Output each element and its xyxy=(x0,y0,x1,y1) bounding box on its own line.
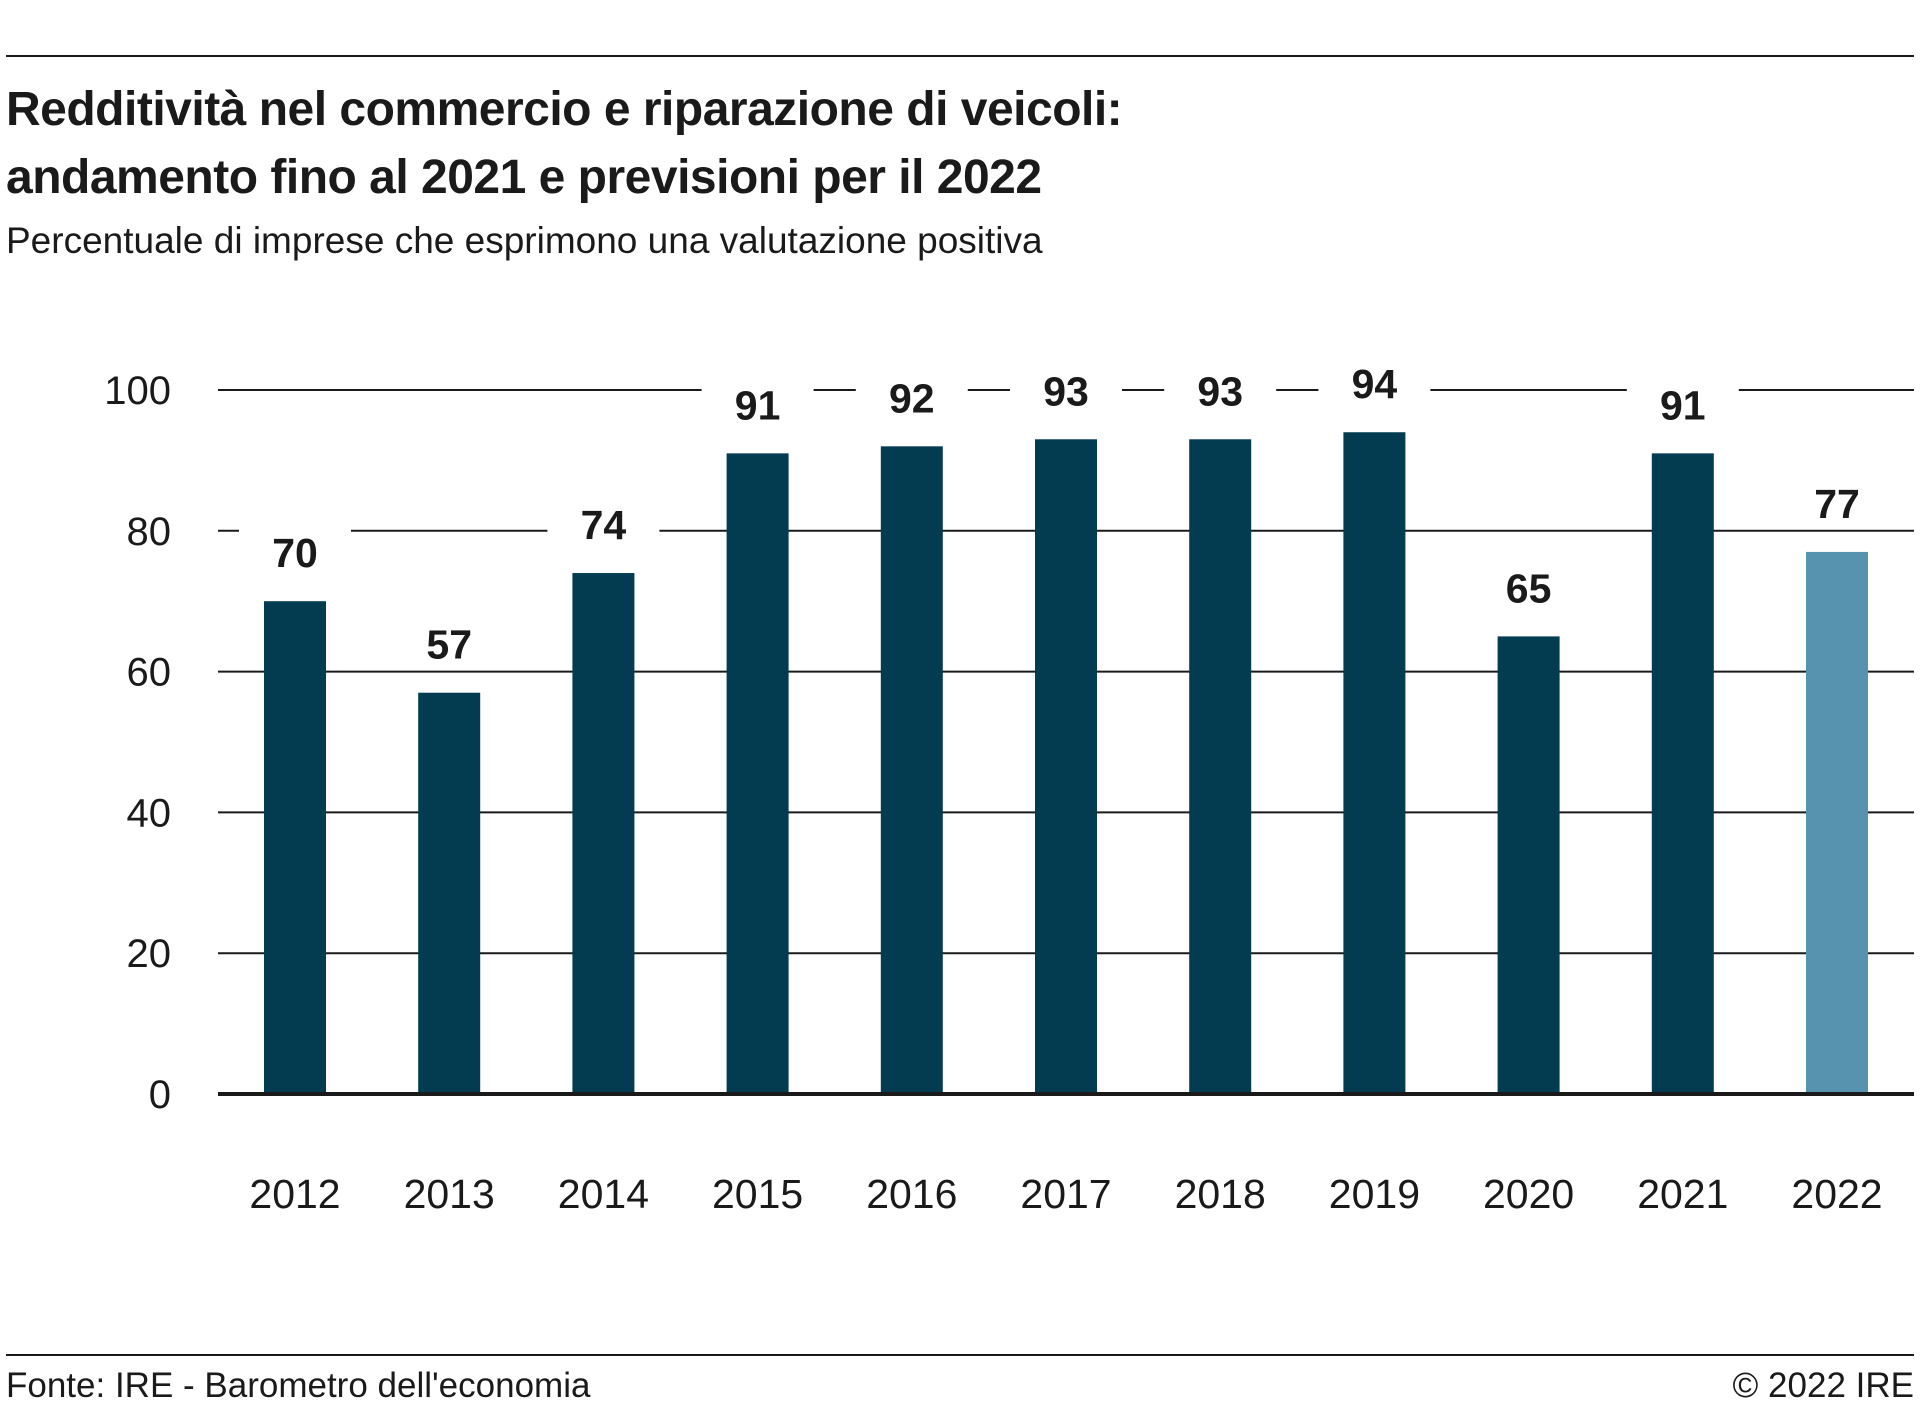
bar xyxy=(880,446,943,1094)
data-label: 93 xyxy=(1197,368,1243,414)
y-tick-label: 0 xyxy=(149,1073,171,1117)
data-labels: 70 57 74 91 92 93 93 94 65 91 77 xyxy=(272,361,1860,667)
data-label: 70 xyxy=(272,530,318,576)
chart-title-line-2: andamento fino al 2021 e previsioni per … xyxy=(6,151,1042,204)
source-note: Fonte: IRE - Barometro dell'economia xyxy=(6,1366,591,1405)
chart-title-line-1: Redditività nel commercio e riparazione … xyxy=(6,83,1123,136)
bar xyxy=(1497,636,1560,1094)
bar xyxy=(1035,439,1097,1094)
bottom-rule xyxy=(6,1354,1914,1356)
bar xyxy=(572,573,635,1094)
bar-forecast xyxy=(1806,551,1868,1094)
data-label: 65 xyxy=(1506,565,1552,611)
data-label: 91 xyxy=(735,382,781,428)
copyright-note: © 2022 IRE xyxy=(1732,1366,1914,1405)
bar xyxy=(1189,439,1252,1094)
x-tick-label: 2018 xyxy=(1175,1171,1266,1217)
data-label: 91 xyxy=(1660,382,1706,428)
y-axis-tick-labels: 0 20 40 60 80 100 xyxy=(104,369,171,1117)
bar xyxy=(1343,432,1406,1094)
x-tick-label: 2015 xyxy=(712,1171,803,1217)
bar xyxy=(418,692,481,1094)
bar xyxy=(1651,453,1714,1094)
x-tick-label: 2014 xyxy=(558,1171,649,1217)
x-tick-label: 2013 xyxy=(404,1171,495,1217)
data-label: 93 xyxy=(1043,368,1089,414)
y-tick-label: 40 xyxy=(127,791,172,835)
x-axis-tick-labels: 2012 2013 2014 2015 2016 2017 2018 2019 2020 2021… xyxy=(249,1171,1882,1217)
x-tick-label: 2020 xyxy=(1483,1171,1574,1217)
bar xyxy=(726,453,789,1094)
data-label: 94 xyxy=(1352,361,1398,407)
x-tick-label: 2021 xyxy=(1637,1171,1728,1217)
y-tick-label: 60 xyxy=(127,651,172,695)
bar xyxy=(264,601,326,1094)
data-label: 92 xyxy=(889,375,935,421)
bars xyxy=(264,432,1868,1094)
x-tick-label: 2016 xyxy=(866,1171,957,1217)
data-label: 77 xyxy=(1814,481,1860,527)
y-tick-label: 80 xyxy=(127,510,172,554)
x-tick-label: 2017 xyxy=(1020,1171,1111,1217)
x-tick-label: 2012 xyxy=(249,1171,340,1217)
top-rule xyxy=(6,55,1914,57)
y-tick-label: 20 xyxy=(127,932,172,976)
data-label: 57 xyxy=(426,622,472,668)
y-tick-label: 100 xyxy=(104,369,171,413)
x-tick-label: 2019 xyxy=(1329,1171,1420,1217)
x-tick-label: 2022 xyxy=(1791,1171,1882,1217)
data-label: 74 xyxy=(581,502,627,548)
chart-subtitle: Percentuale di imprese che esprimono una… xyxy=(6,220,1043,261)
